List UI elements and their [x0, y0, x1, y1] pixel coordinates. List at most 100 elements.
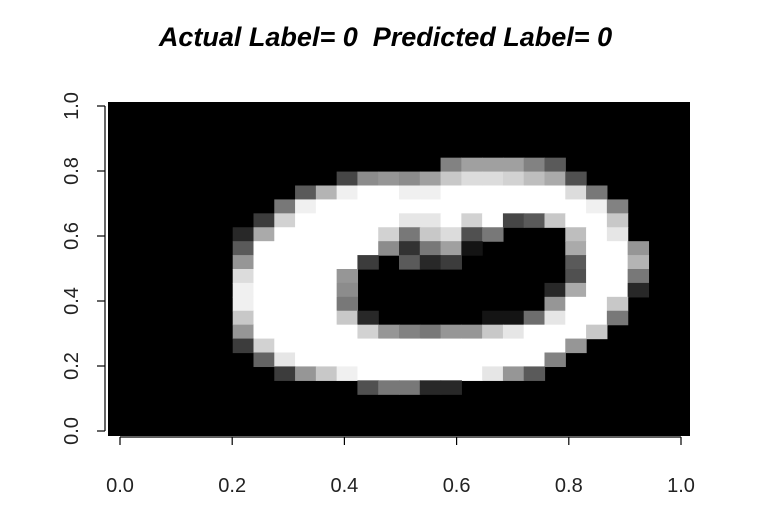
- heatmap-cell: [357, 324, 379, 340]
- heatmap-cell: [419, 380, 442, 395]
- y-axis: 0.0 0.2 0.4 0.6 0.8 1.0: [61, 92, 106, 445]
- heatmap-cell: [440, 380, 462, 395]
- heatmap-cell: [440, 157, 462, 173]
- heatmap-cell: [565, 185, 587, 201]
- heatmap-cell: [399, 352, 421, 368]
- heatmap-cell: [419, 171, 442, 187]
- heatmap-cell: [336, 338, 359, 354]
- heatmap-cell: [565, 255, 587, 270]
- heatmap-cell: [357, 352, 379, 368]
- heatmap-cell: [544, 324, 566, 340]
- heatmap-cell: [274, 227, 296, 242]
- heatmap-cell: [544, 157, 566, 173]
- x-tick-label: 0.0: [106, 475, 134, 497]
- heatmap-cell: [274, 338, 296, 354]
- heatmap-cell: [606, 255, 629, 270]
- heatmap-cell: [378, 380, 400, 395]
- heatmap-cell: [399, 380, 421, 395]
- heatmap-cell: [586, 296, 608, 312]
- heatmap-cell: [232, 269, 255, 284]
- x-axis: 0.0 0.2 0.4 0.6 0.8 1.0: [106, 436, 695, 497]
- heatmap-cell: [440, 241, 462, 256]
- heatmap-cell: [544, 338, 566, 354]
- heatmap-cell: [274, 199, 296, 214]
- heatmap-cell: [336, 185, 359, 201]
- heatmap-cell: [274, 213, 296, 228]
- heatmap-cell: [523, 366, 546, 381]
- heatmap-cell: [606, 269, 629, 284]
- heatmap-cell: [336, 352, 359, 368]
- x-tick-label: 0.2: [218, 475, 246, 497]
- heatmap-cell: [378, 185, 400, 201]
- heatmap-cell: [523, 213, 546, 228]
- heatmap-cell: [502, 171, 525, 187]
- heatmap-cell: [357, 213, 379, 228]
- heatmap-cell: [336, 227, 359, 242]
- heatmap-cell: [440, 338, 462, 354]
- heatmap-cell: [253, 213, 275, 228]
- heatmap-cell: [523, 171, 546, 187]
- heatmap-cell: [399, 213, 421, 228]
- heatmap-cell: [232, 338, 255, 354]
- heatmap-cell: [357, 241, 379, 256]
- heatmap-cell: [586, 241, 608, 256]
- heatmap-cell: [315, 282, 338, 298]
- heatmap-cell: [482, 227, 504, 242]
- heatmap-cell: [274, 324, 296, 340]
- heatmap-cell: [461, 366, 483, 381]
- heatmap-cell: [336, 366, 359, 381]
- heatmap-cell: [461, 241, 483, 256]
- heatmap-cell: [315, 366, 338, 381]
- heatmap-cell: [523, 324, 546, 340]
- heatmap-cell: [399, 366, 421, 381]
- heatmap-cell: [419, 255, 442, 270]
- heatmap-cell: [357, 366, 379, 381]
- heatmap-cell: [232, 296, 255, 312]
- heatmap-cell: [627, 241, 650, 256]
- heatmap-cell: [336, 269, 359, 284]
- heatmap-cell: [482, 338, 504, 354]
- heatmap-cell: [315, 324, 338, 340]
- heatmap-cell: [336, 241, 359, 256]
- heatmap-cell: [336, 171, 359, 187]
- heatmap-cell: [399, 338, 421, 354]
- heatmap-cell: [482, 324, 504, 340]
- heatmap-cell: [440, 171, 462, 187]
- heatmap-cell: [502, 199, 525, 214]
- heatmap-cell: [253, 352, 275, 368]
- heatmap-cell: [586, 213, 608, 228]
- heatmap-cell: [399, 241, 421, 256]
- heatmap-cell: [378, 171, 400, 187]
- heatmap-cell: [274, 282, 296, 298]
- heatmap-cell: [606, 282, 629, 298]
- heatmap-cell: [565, 269, 587, 284]
- heatmap-cell: [419, 199, 442, 214]
- heatmap-cell: [232, 241, 255, 256]
- heatmap-cell: [419, 213, 442, 228]
- heatmap-cell: [357, 338, 379, 354]
- heatmap-cell: [274, 366, 296, 381]
- heatmap-cell: [315, 296, 338, 312]
- heatmap-cell: [253, 241, 275, 256]
- heatmap-cell: [357, 227, 379, 242]
- heatmap-cell: [461, 185, 483, 201]
- heatmap-cell: [232, 227, 255, 242]
- heatmap-cell: [461, 157, 483, 173]
- heatmap-cell: [565, 324, 587, 340]
- heatmap-cell: [544, 199, 566, 214]
- x-tick-label: 1.0: [667, 475, 695, 497]
- heatmap-cell: [565, 199, 587, 214]
- heatmap-cell: [482, 310, 504, 326]
- heatmap-cell: [440, 352, 462, 368]
- heatmap-cell: [502, 157, 525, 173]
- heatmap-cell: [419, 366, 442, 381]
- heatmap-cell: [482, 352, 504, 368]
- heatmap-cell: [295, 282, 317, 298]
- heatmap-cell: [378, 366, 400, 381]
- heatmap-cell: [295, 241, 317, 256]
- heatmap-cell: [544, 296, 566, 312]
- heatmap-cell: [627, 269, 650, 284]
- heatmap-cell: [523, 310, 546, 326]
- heatmap-cell: [461, 352, 483, 368]
